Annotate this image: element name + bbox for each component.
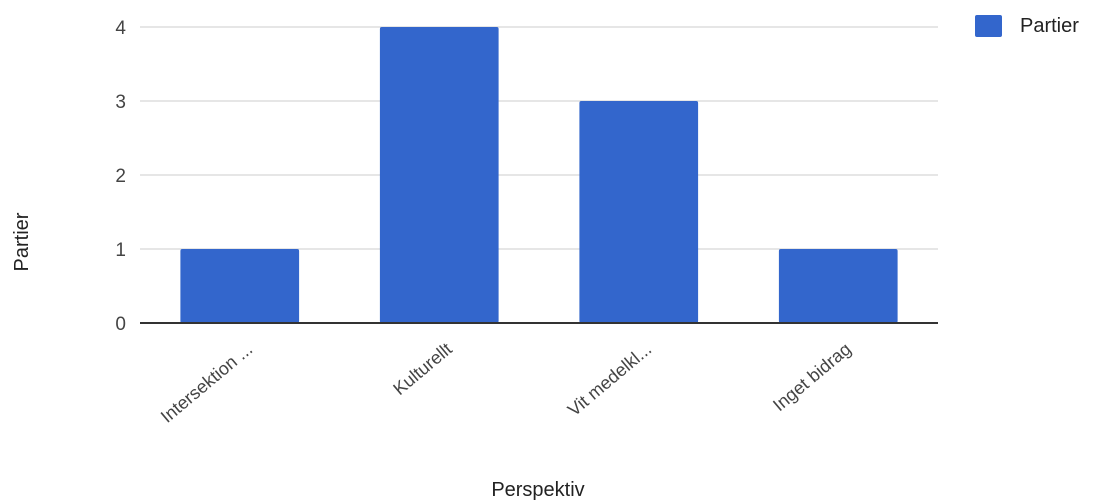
bar[interactable] [379, 27, 499, 323]
y-tick-labels: 0 1 2 3 4 [115, 18, 126, 335]
bar[interactable] [180, 249, 300, 323]
y-tick-label: 2 [115, 166, 126, 187]
legend[interactable]: Partier [975, 15, 1079, 37]
y-tick-label: 4 [115, 18, 126, 39]
legend-swatch [975, 15, 1002, 37]
legend-label: Partier [1020, 15, 1079, 37]
x-tick-label: Vit medelkl... [564, 339, 656, 420]
y-tick-label: 1 [115, 240, 126, 261]
bars [180, 27, 898, 323]
x-tick-label: Inget bidrag [769, 339, 855, 415]
y-tick-label: 3 [115, 92, 126, 113]
x-tick-label: Intersektion ... [157, 339, 256, 427]
y-axis-title: Partier [11, 212, 33, 271]
gridlines [140, 26, 938, 250]
x-tick-label: Kulturellt [389, 339, 456, 399]
y-tick-label: 0 [115, 314, 126, 335]
x-tick-labels: Intersektion ... Kulturellt Vit medelkl...… [157, 339, 855, 427]
bar[interactable] [579, 101, 699, 323]
bar[interactable] [778, 249, 898, 323]
x-axis-title: Perspektiv [491, 479, 584, 501]
